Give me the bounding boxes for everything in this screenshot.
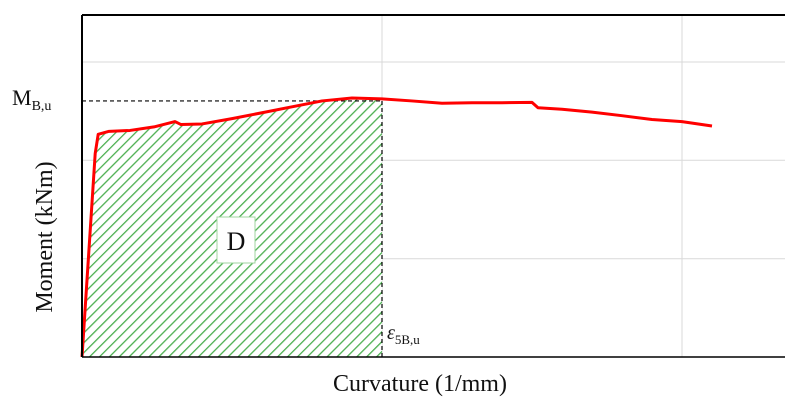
x-axis-label: Curvature (1/mm) xyxy=(333,371,507,397)
moment-curvature-series-line xyxy=(80,96,713,358)
area-label: D xyxy=(227,227,246,256)
curvature-ultimate-label: ε5B,u xyxy=(387,322,420,347)
area-label-box xyxy=(216,216,256,264)
moment-ultimate-label: MB,u xyxy=(12,85,51,114)
y-axis-label: Moment (kNm) xyxy=(32,161,58,312)
